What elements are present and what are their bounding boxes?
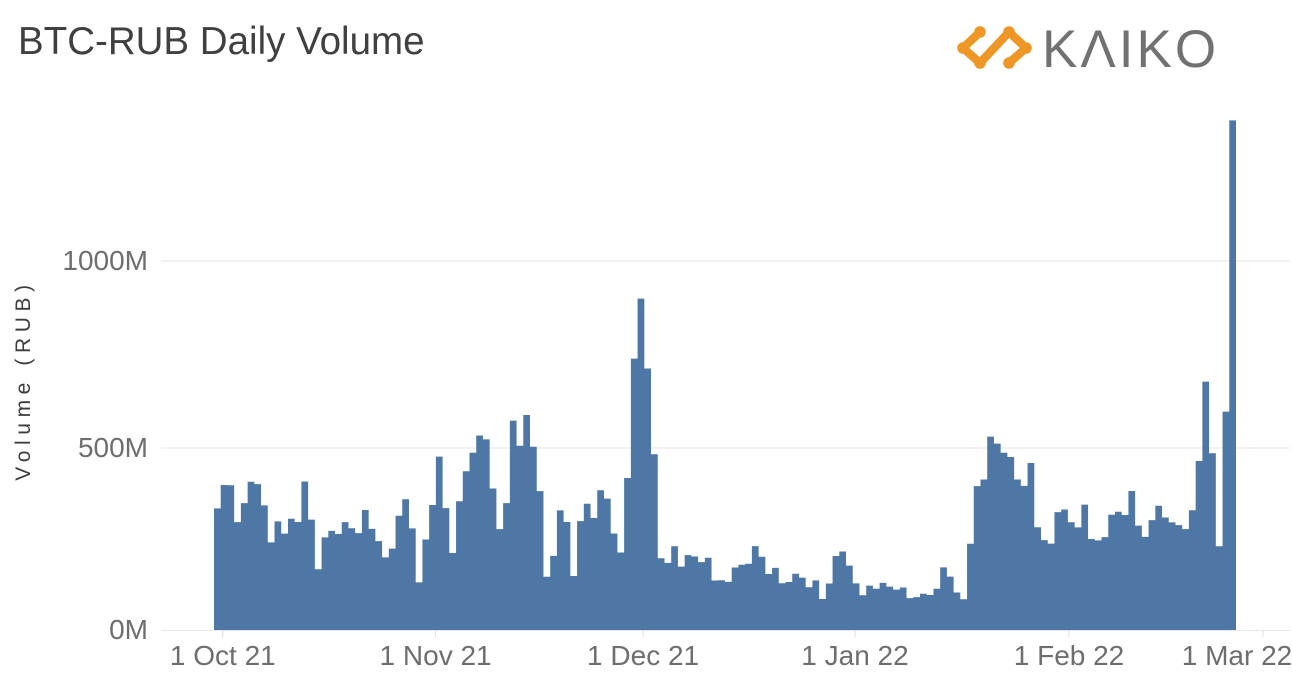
svg-text:1000M: 1000M: [62, 245, 148, 276]
svg-text:1 Feb 22: 1 Feb 22: [1014, 640, 1125, 671]
svg-text:1 Mar 22: 1 Mar 22: [1182, 640, 1292, 671]
svg-text:1 Dec 21: 1 Dec 21: [587, 640, 699, 671]
svg-text:1 Nov 21: 1 Nov 21: [380, 640, 492, 671]
svg-text:Volume (RUB): Volume (RUB): [12, 279, 35, 480]
svg-text:0M: 0M: [109, 614, 148, 645]
svg-text:1 Jan 22: 1 Jan 22: [801, 640, 908, 671]
svg-text:KΛIKO: KΛIKO: [1042, 20, 1219, 79]
svg-text:500M: 500M: [78, 432, 148, 463]
svg-text:1 Oct 21: 1 Oct 21: [170, 640, 276, 671]
